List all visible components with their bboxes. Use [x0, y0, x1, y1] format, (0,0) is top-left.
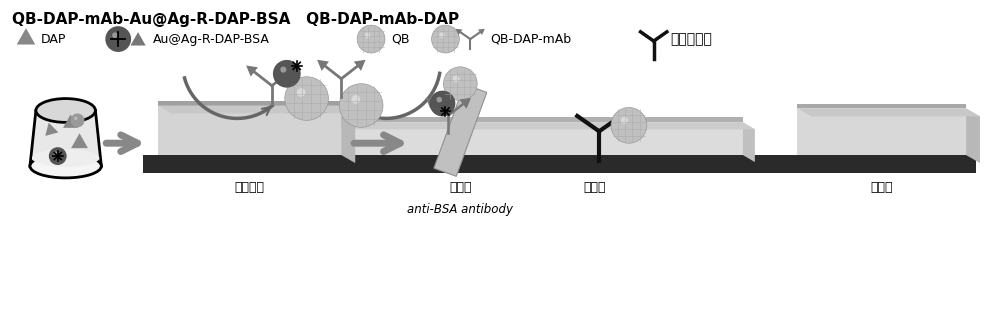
- Circle shape: [611, 108, 647, 143]
- Polygon shape: [130, 32, 146, 46]
- Circle shape: [365, 32, 370, 38]
- Text: 玻璃纤维: 玻璃纤维: [234, 181, 264, 194]
- Text: 质控区: 质控区: [583, 181, 605, 194]
- Circle shape: [339, 84, 383, 127]
- Bar: [158, 101, 341, 155]
- Text: 检测区: 检测区: [449, 181, 472, 194]
- Polygon shape: [456, 29, 462, 35]
- Polygon shape: [966, 109, 980, 163]
- Circle shape: [273, 60, 301, 88]
- Polygon shape: [322, 122, 755, 129]
- Polygon shape: [158, 106, 355, 114]
- Circle shape: [49, 147, 67, 165]
- Circle shape: [285, 77, 328, 121]
- Polygon shape: [426, 98, 438, 109]
- Circle shape: [112, 32, 118, 38]
- Polygon shape: [17, 28, 35, 45]
- Circle shape: [105, 26, 131, 52]
- Circle shape: [432, 25, 459, 53]
- Polygon shape: [797, 109, 980, 117]
- Polygon shape: [341, 106, 355, 163]
- Circle shape: [71, 114, 84, 127]
- Circle shape: [621, 117, 628, 124]
- Polygon shape: [317, 60, 329, 71]
- Polygon shape: [246, 66, 258, 77]
- Bar: [797, 104, 966, 109]
- Polygon shape: [71, 133, 88, 148]
- Circle shape: [351, 95, 360, 104]
- Polygon shape: [286, 66, 298, 77]
- Circle shape: [357, 25, 385, 53]
- Circle shape: [54, 152, 57, 156]
- Text: anti-BSA antibody: anti-BSA antibody: [407, 203, 513, 216]
- Ellipse shape: [32, 149, 99, 167]
- Bar: [322, 118, 743, 122]
- Text: 吸水纸: 吸水纸: [871, 181, 893, 194]
- Polygon shape: [459, 98, 471, 109]
- Circle shape: [436, 97, 442, 103]
- Circle shape: [453, 76, 459, 82]
- Ellipse shape: [36, 99, 95, 122]
- Bar: [797, 104, 966, 155]
- Circle shape: [443, 67, 477, 101]
- Text: DAP: DAP: [41, 33, 66, 46]
- Circle shape: [439, 32, 445, 38]
- Circle shape: [280, 67, 286, 73]
- Text: QB-DAP-mAb: QB-DAP-mAb: [490, 33, 571, 46]
- Circle shape: [297, 88, 306, 97]
- Text: Au@Ag-R-DAP-BSA: Au@Ag-R-DAP-BSA: [153, 33, 270, 46]
- Polygon shape: [63, 115, 78, 128]
- Bar: [158, 101, 341, 106]
- Ellipse shape: [30, 154, 101, 178]
- Polygon shape: [478, 29, 485, 35]
- Text: QB-DAP-mAb-Au@Ag-R-DAP-BSA   QB-DAP-mAb-DAP: QB-DAP-mAb-Au@Ag-R-DAP-BSA QB-DAP-mAb-DA…: [12, 12, 459, 27]
- Polygon shape: [45, 123, 58, 136]
- Polygon shape: [743, 122, 755, 162]
- Text: 羊抗鼠二抗: 羊抗鼠二抗: [671, 32, 712, 46]
- Text: QB: QB: [391, 33, 409, 46]
- Polygon shape: [354, 60, 366, 71]
- Bar: [434, 84, 487, 176]
- Bar: [143, 155, 976, 173]
- Bar: [322, 118, 743, 155]
- Circle shape: [74, 117, 77, 120]
- Polygon shape: [30, 111, 101, 166]
- Circle shape: [430, 91, 455, 117]
